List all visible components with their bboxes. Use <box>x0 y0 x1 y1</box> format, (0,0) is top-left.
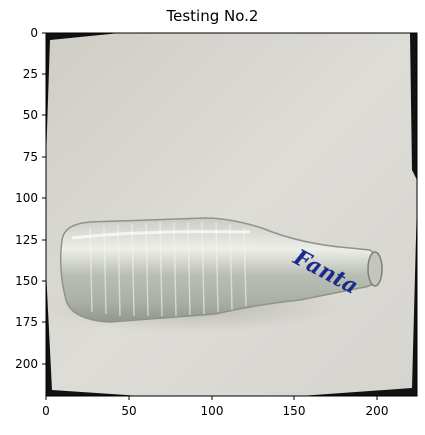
y-tick-label: 200 <box>15 357 38 371</box>
y-tick-label: 150 <box>15 274 38 288</box>
y-tick-label: 25 <box>23 67 38 81</box>
corner-top-right <box>410 33 417 180</box>
plot-title: Testing No.2 <box>166 7 259 25</box>
photo: Fanta <box>40 33 417 396</box>
x-axis: 0 50 100 150 200 <box>42 396 388 418</box>
y-tick-label: 125 <box>15 233 38 247</box>
x-tick-label: 0 <box>42 404 50 418</box>
bottle: Fanta <box>59 217 383 323</box>
bottle-highlight <box>71 230 251 240</box>
y-tick-label: 175 <box>15 315 38 329</box>
x-tick-label: 100 <box>201 404 224 418</box>
y-tick-label: 0 <box>30 26 38 40</box>
y-tick-label: 100 <box>15 191 38 205</box>
x-tick-label: 200 <box>366 404 389 418</box>
photo-background <box>46 33 417 396</box>
y-tick-label: 75 <box>23 150 38 164</box>
y-axis: 0 25 50 75 100 125 150 175 200 <box>15 26 46 371</box>
x-tick-label: 150 <box>283 404 306 418</box>
x-tick-label: 50 <box>121 404 136 418</box>
bottle-mouth <box>367 251 383 287</box>
bottle-ridges <box>89 221 247 317</box>
axes-frame <box>45 32 418 397</box>
y-tick-label: 50 <box>23 108 38 122</box>
